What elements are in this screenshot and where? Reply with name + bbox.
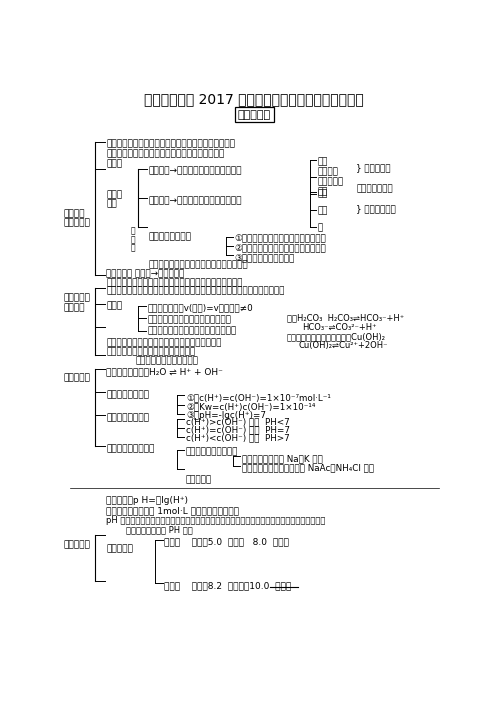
Text: 水溶液的酸碱性：: 水溶液的酸碱性： [106,413,149,423]
Text: pH 试纸：用干净的玻璃棒分别蘸取少量的待测溶液点在试纸上，观察试纸颜色变化并跟比色卡比: pH 试纸：用干净的玻璃棒分别蘸取少量的待测溶液点在试纸上，观察试纸颜色变化并跟… [106,516,325,525]
Text: 意义：一定条件下，弱电解质离子化速率与分子化速率相等时，则建立平衡。: 意义：一定条件下，弱电解质离子化速率与分子化速率相等时，则建立平衡。 [106,286,285,296]
Text: 促进电离：加入某种盐，如 NaAc、NH₄Cl 等；: 促进电离：加入某种盐，如 NaAc、NH₄Cl 等； [242,463,374,472]
Text: 加入活泼金属，如 Na、K 等；: 加入活泼金属，如 Na、K 等； [242,453,323,463]
Text: 强碱: 强碱 [318,157,328,166]
Text: 纯水常温下数据：: 纯水常温下数据： [106,390,149,399]
Text: 电解质溶液: 电解质溶液 [63,218,90,227]
Text: 酚酞：    （无）8.2  （粉红）10.0  （红）: 酚酞： （无）8.2 （粉红）10.0 （红） [164,581,292,590]
Text: 浓度越小，电离程度越大。: 浓度越小，电离程度越大。 [135,357,198,366]
Text: 金属氧化物: 金属氧化物 [318,178,344,187]
Text: 电解质和: 电解质和 [63,209,85,218]
Text: 水是极弱电解质：H₂O ⇌ H⁺ + OH⁻: 水是极弱电解质：H₂O ⇌ H⁺ + OH⁻ [106,368,223,376]
Text: ③、质量守恒与电荷守恒: ③、质量守恒与电荷守恒 [234,253,295,262]
Text: 电解质溶液: 电解质溶液 [238,110,271,119]
Text: c(H⁺)<c(OH⁻) 碱性  PH>7: c(H⁺)<c(OH⁻) 碱性 PH>7 [186,434,290,443]
Text: 能否导电：有自由移动离子，溶液能导电；: 能否导电：有自由移动离子，溶液能导电； [149,260,248,270]
Text: 导电能力：相同条件下，离子浓度越大，则导电能力越强。: 导电能力：相同条件下，离子浓度越大，则导电能力越强。 [106,278,243,287]
Text: 影响因素：温度越高，电离程度越大；: 影响因素：温度越高，电离程度越大； [106,347,195,357]
Text: 大多数盐: 大多数盐 [318,167,339,176]
Text: 表示方法：p H=－lg(H⁺): 表示方法：p H=－lg(H⁺) [106,496,188,505]
Text: 非电解质：无论在水溶液或熔融状态都不导电的化合物: 非电解质：无论在水溶液或熔融状态都不导电的化合物 [106,140,235,149]
Text: 水: 水 [130,244,135,253]
Text: c(H⁺)>c(OH⁻) 酸性  PH<7: c(H⁺)>c(OH⁻) 酸性 PH<7 [186,417,290,426]
Text: 表示：电离方程式: 表示：电离方程式 [149,232,192,241]
Text: 水的电离：: 水的电离： [63,373,90,383]
Text: 弱电解质的: 弱电解质的 [63,293,90,303]
Text: 抑制电离：加入酸或碱: 抑制电离：加入酸或碱 [186,448,239,457]
Text: 弱电解质→水溶液中部分电离的电解质: 弱电解质→水溶液中部分电离的电解质 [149,196,243,205]
Text: 升高温度。: 升高温度。 [186,475,212,484]
Text: 定：条件一定，分子、离子浓度一定: 定：条件一定，分子、离子浓度一定 [147,315,231,324]
Text: 特征：: 特征： [106,301,123,310]
Text: 动：动态平衡，v(电离)=v（结合）≠0: 动：动态平衡，v(电离)=v（结合）≠0 [147,304,253,312]
Text: 而多元弱碱不需分步写，如：Cu(OH)₂: 而多元弱碱不需分步写，如：Cu(OH)₂ [287,332,386,341]
Text: 测定方法：: 测定方法： [63,540,90,549]
Text: 影响水电离的因素：: 影响水电离的因素： [106,444,155,453]
Text: ①、（强）一步电离与（弱）分步电离: ①、（强）一步电离与（弱）分步电离 [234,234,326,244]
Text: 化合物: 化合物 [106,159,123,168]
Text: 强酸: 强酸 [318,187,328,197]
Text: 弱碱: 弱碱 [318,206,328,216]
Text: ①、c(H⁺)=c(OH⁻)=1×10⁻⁷mol·L⁻¹: ①、c(H⁺)=c(OH⁻)=1×10⁻⁷mol·L⁻¹ [186,393,331,402]
Text: 于: 于 [130,235,135,244]
Text: 中山纪念中学 2017 高考化学一轮学生自学：知识图构: 中山纪念中学 2017 高考化学一轮学生自学：知识图构 [144,92,364,106]
Text: ③、pH=-lgc(H⁺)=7: ③、pH=-lgc(H⁺)=7 [186,411,266,420]
Text: ②、Kw=c(H⁺)c(OH⁻)=1×10⁻¹⁴: ②、Kw=c(H⁺)c(OH⁻)=1×10⁻¹⁴ [186,402,315,411]
Text: Cu(OH)₂⇌Cu²⁺+2OH⁻: Cu(OH)₂⇌Cu²⁺+2OH⁻ [299,341,388,350]
Text: ②、（强）完全电离与（弱）可逆电离: ②、（强）完全电离与（弱）可逆电离 [234,244,326,253]
Text: 分类: 分类 [106,200,117,208]
Text: } 离子化合物: } 离子化合物 [357,163,391,172]
Text: c(H⁺)=c(OH⁻) 中性  PH=7: c(H⁺)=c(OH⁻) 中性 PH=7 [186,425,290,435]
Text: HCO₃⁻⇌CO₃²⁻+H⁺: HCO₃⁻⇌CO₃²⁻+H⁺ [302,323,377,332]
Text: 如：H₂CO₃  H₂CO₃⇌HCO₃⁻+H⁺: 如：H₂CO₃ H₂CO₃⇌HCO₃⁻+H⁺ [287,314,404,323]
Text: 电解质溶液 混合物→电解质溶液: 电解质溶液 混合物→电解质溶液 [106,269,185,278]
Text: 电离平衡: 电离平衡 [63,303,85,312]
Text: 石蕊：    （红）5.0  （紫）   8.0  （蓝）: 石蕊： （红）5.0 （紫） 8.0 （蓝） [164,538,289,547]
Text: 电解质: 电解质 [106,190,123,199]
Text: } 极级性化合物: } 极级性化合物 [357,204,396,213]
Text: 溶: 溶 [130,227,135,236]
Text: 变：条件改变，平衡被破坏，发生移动: 变：条件改变，平衡被破坏，发生移动 [147,327,237,336]
Text: 适用范围：浓度小于 1mol·L 的稀酸或稀碱溶液。: 适用范围：浓度小于 1mol·L 的稀酸或稀碱溶液。 [106,506,239,515]
Text: 强电解质→水溶液中全部电离的电解质: 强电解质→水溶液中全部电离的电解质 [149,166,243,176]
Text: 弱酸: 弱酸 [318,190,328,199]
Text: 较，确定该溶液的 PH 值。: 较，确定该溶液的 PH 值。 [125,526,192,534]
Text: 水: 水 [318,224,323,232]
Text: 表示：电离方程式，可逆符号，多元弱酸分步书写: 表示：电离方程式，可逆符号，多元弱酸分步书写 [106,338,222,347]
Text: 定义：凡是在水溶液或熔融状态能够导电的化合物: 定义：凡是在水溶液或熔融状态能够导电的化合物 [106,150,224,159]
Text: 一强极性化合物: 一强极性化合物 [357,185,393,193]
Text: 酸碱指示剂: 酸碱指示剂 [106,545,133,554]
